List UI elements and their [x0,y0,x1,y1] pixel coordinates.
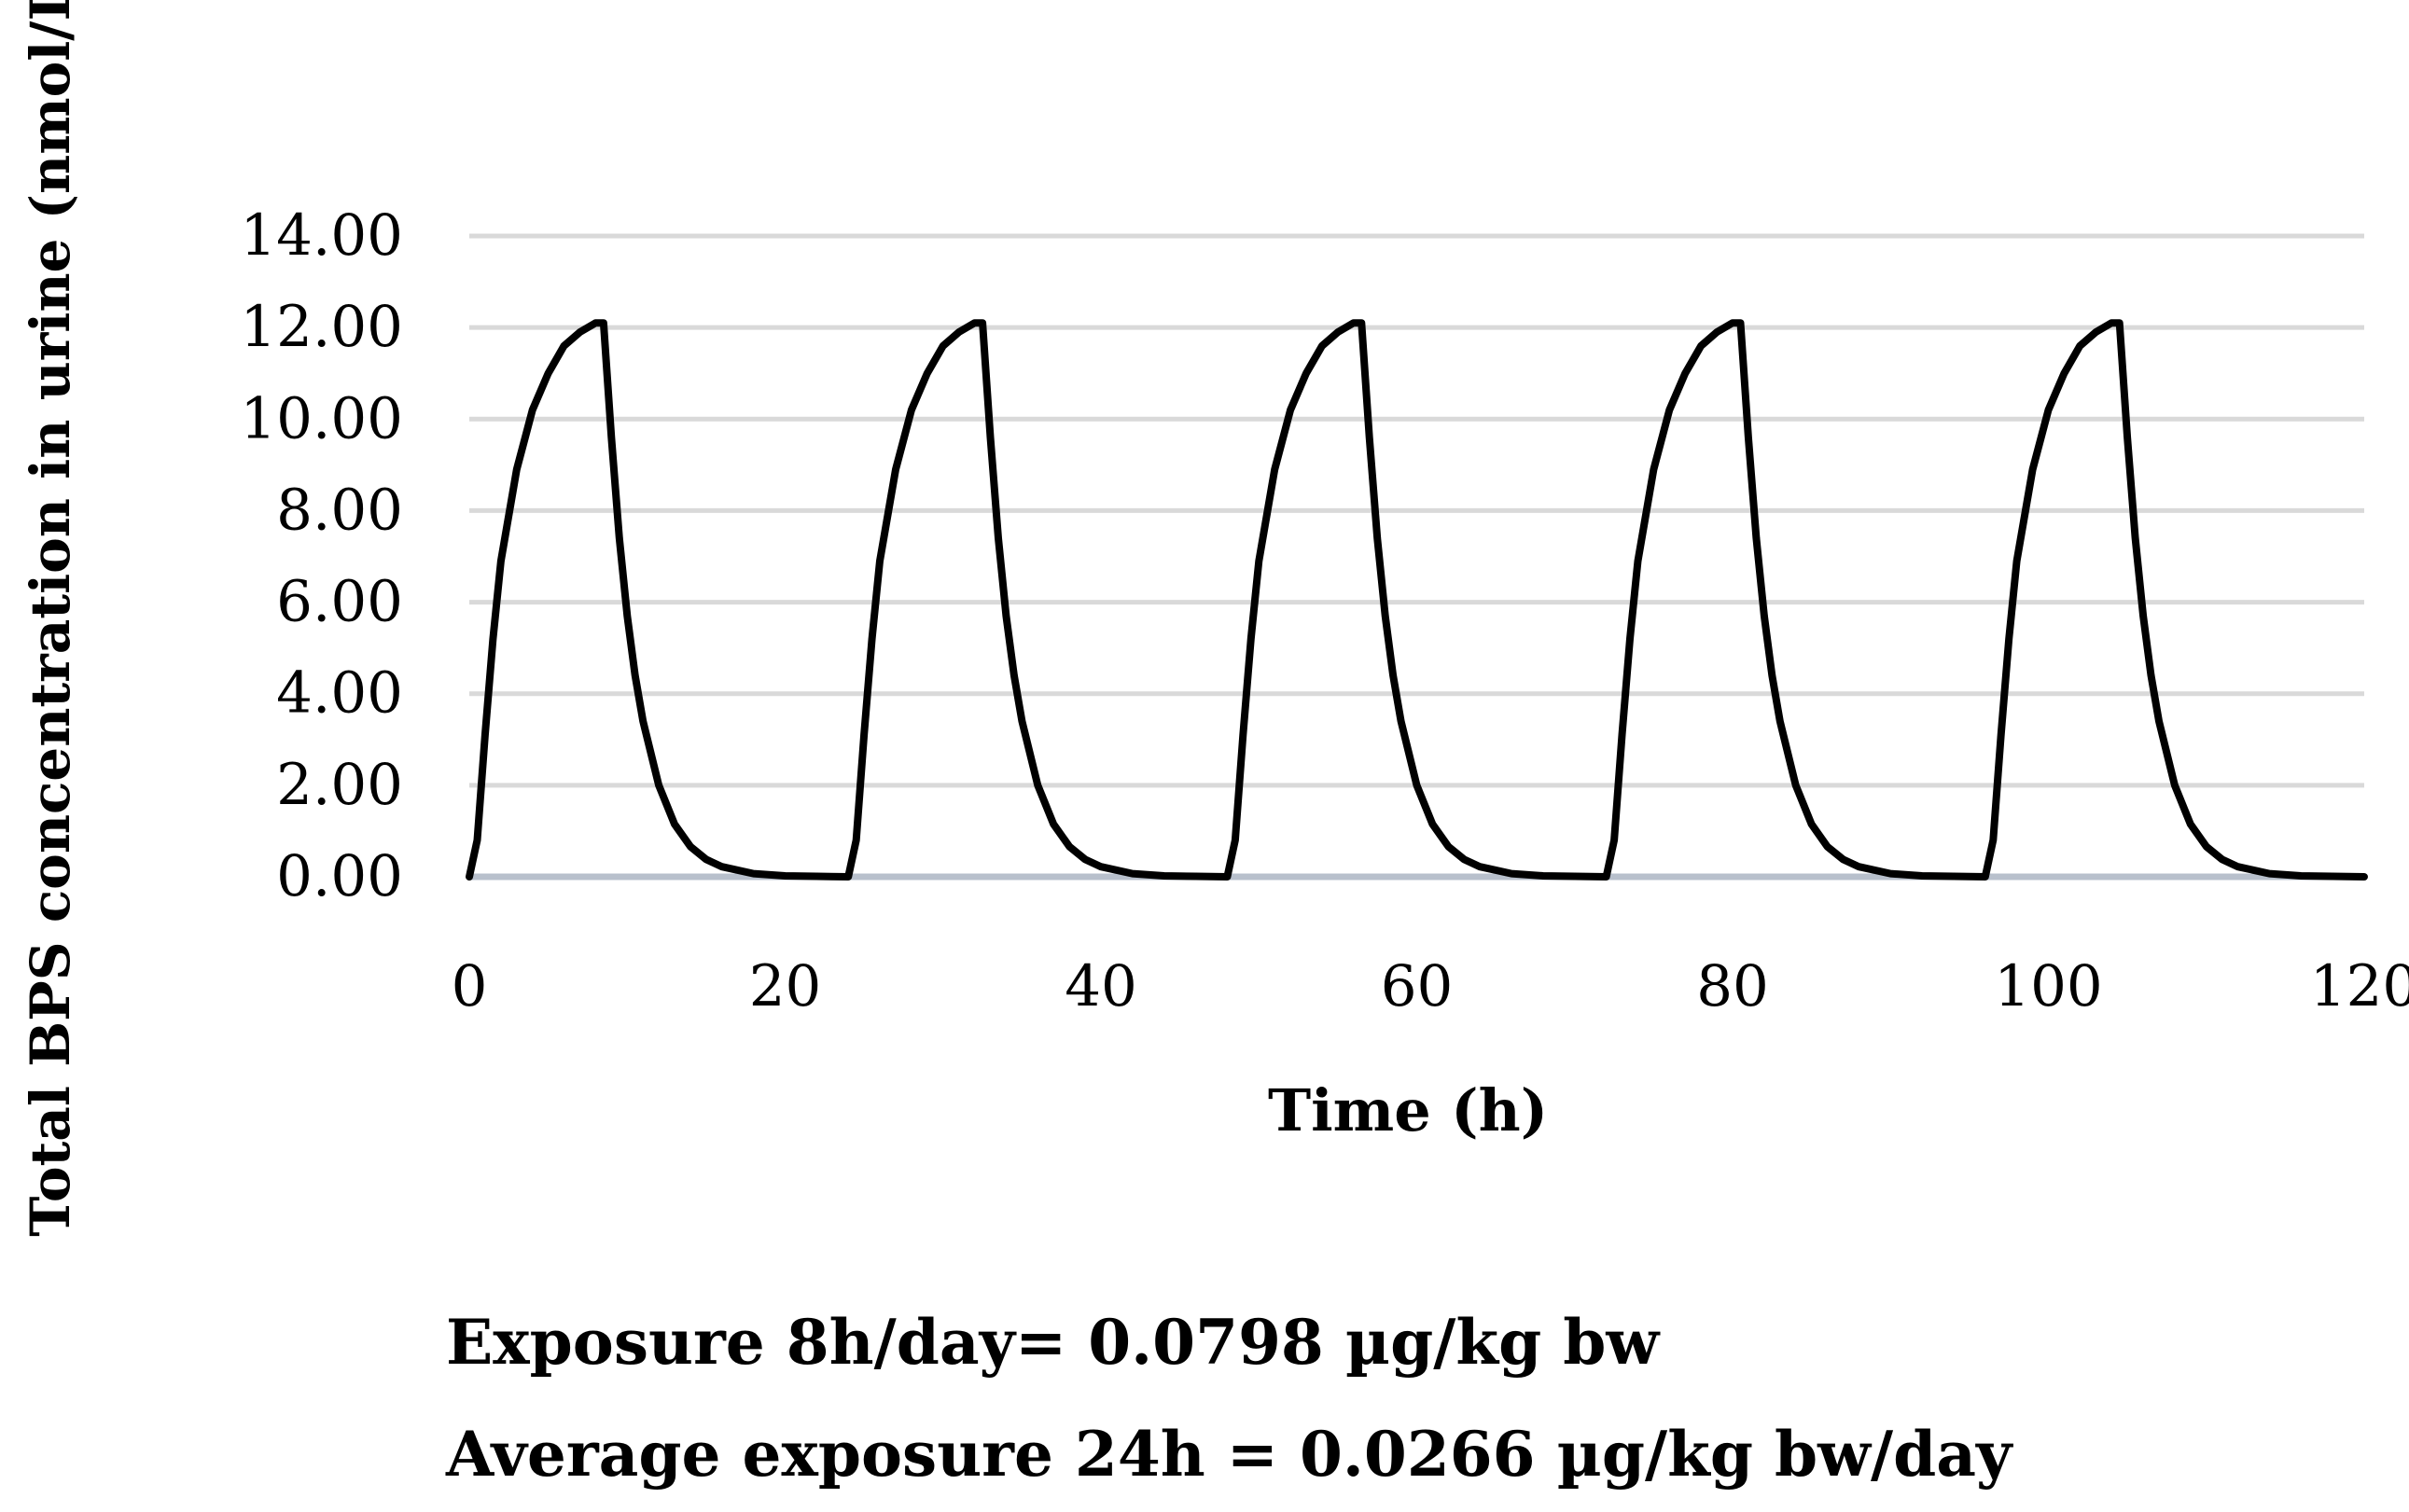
x-tick-label: 100 [1994,953,2102,1020]
x-tick-label: 20 [749,953,822,1020]
y-tick-label: 10.00 [240,385,403,451]
x-tick-label: 80 [1696,953,1769,1020]
gridlines [469,233,2364,788]
y-tick-label: 14.00 [240,202,403,269]
exposure-8h-caption: Exposure 8h/day= 0.0798 µg/kg bw [446,1306,1660,1379]
y-tick-label: 6.00 [276,569,403,635]
y-axis-title: Total BPS concentration in urine (nmol/L… [19,0,82,1237]
x-tick-label: 60 [1381,953,1454,1020]
series-line-total-bps [466,319,2368,881]
y-axis-ticks: 0.00 2.00 4.00 6.00 8.00 10.00 12.00 14.00 [240,202,403,909]
y-tick-label: 0.00 [276,843,403,909]
x-tick-label: 40 [1065,953,1137,1020]
y-tick-label: 2.00 [276,752,403,818]
x-axis-title: Time (h) [1268,1076,1548,1144]
y-tick-label: 4.00 [276,660,403,727]
x-tick-label: 120 [2310,953,2409,1020]
y-tick-label: 8.00 [276,477,403,543]
y-tick-label: 12.00 [240,294,403,360]
average-exposure-caption: Average exposure 24h = 0.0266 µg/kg bw/d… [446,1418,2012,1491]
x-axis-ticks: 0 20 40 60 80 100 120 [452,953,2409,1020]
x-tick-label: 0 [452,953,488,1020]
